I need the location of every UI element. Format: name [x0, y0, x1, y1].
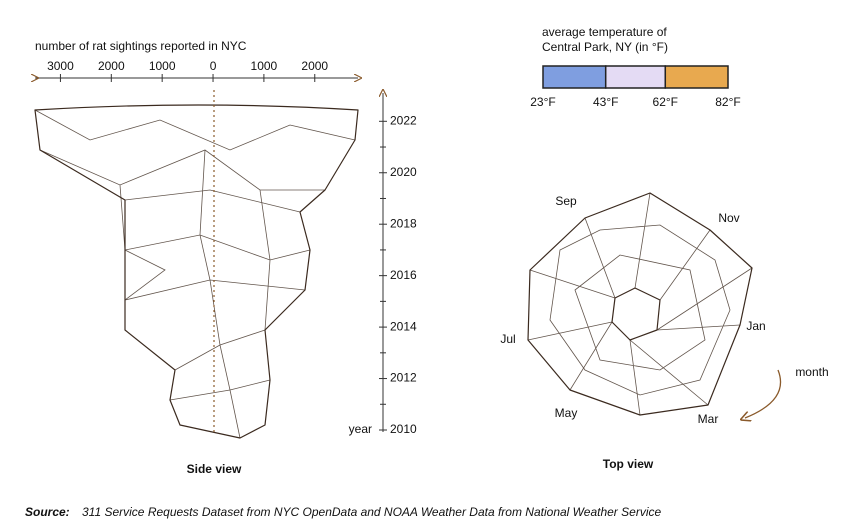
- y-tick-label: 2010: [390, 422, 417, 436]
- month-label: May: [555, 406, 578, 420]
- y-tick-label: 2022: [390, 113, 417, 127]
- legend-swatch: [604, 65, 667, 89]
- direction-arrow: [745, 369, 782, 418]
- x-tick-label: 2000: [301, 59, 328, 73]
- y-tick-label: 2016: [390, 268, 417, 282]
- side-caption: Side view: [187, 462, 242, 476]
- legend-label: 82°F: [715, 95, 740, 109]
- legend-swatch: [542, 65, 607, 89]
- legend-label: 23°F: [530, 95, 555, 109]
- side-sculpture: [34, 104, 359, 439]
- legend: 23°F 43°F 62°F 82°F: [530, 65, 741, 109]
- y-tick-label: 2018: [390, 216, 417, 230]
- x-tick-label: 2000: [98, 59, 125, 73]
- legend-label: 43°F: [593, 95, 618, 109]
- month-label: Nov: [718, 211, 739, 225]
- x-tick-label: 0: [210, 59, 217, 73]
- x-tick-label: 3000: [47, 59, 74, 73]
- top-sculpture: [527, 192, 753, 416]
- direction-label: month: [795, 365, 828, 379]
- legend-swatch: [664, 65, 729, 89]
- top-caption: Top view: [603, 457, 654, 471]
- month-label: Sep: [555, 194, 577, 208]
- y-axis-title: year: [349, 422, 372, 436]
- source-label: Source:: [25, 505, 70, 519]
- x-tick-label: 1000: [251, 59, 278, 73]
- month-labels: Sep Nov Jan Mar May Jul: [500, 194, 765, 426]
- month-label: Jul: [500, 332, 515, 346]
- legend-title: average temperature of: [542, 25, 667, 39]
- x-tick-label: 1000: [149, 59, 176, 73]
- legend-label: 62°F: [653, 95, 678, 109]
- month-label: Mar: [698, 412, 719, 426]
- x-axis-title: number of rat sightings reported in NYC: [35, 39, 247, 53]
- y-tick-label: 2020: [390, 165, 417, 179]
- y-tick-label: 2012: [390, 371, 417, 385]
- y-tick-label: 2014: [390, 319, 417, 333]
- month-label: Jan: [746, 319, 765, 333]
- legend-title: Central Park, NY (in °F): [542, 40, 668, 54]
- source-text: 311 Service Requests Dataset from NYC Op…: [82, 505, 661, 519]
